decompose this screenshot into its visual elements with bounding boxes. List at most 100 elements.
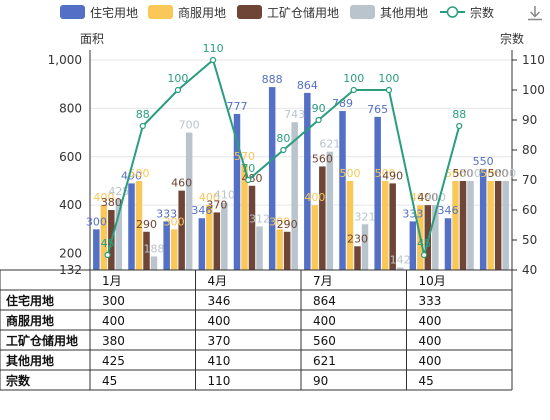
line-value-label: 90 <box>312 102 326 115</box>
bar[interactable] <box>432 205 439 270</box>
bar[interactable] <box>374 116 381 271</box>
bar[interactable] <box>494 180 502 270</box>
bar-value-label: 888 <box>262 73 283 86</box>
legend-swatch[interactable] <box>60 5 85 19</box>
bar[interactable] <box>248 185 256 270</box>
table-column-header: 1月 <box>102 274 122 288</box>
table-cell: 425 <box>102 354 125 368</box>
line-point[interactable] <box>209 56 217 64</box>
bar-value-label: 400 <box>199 191 220 204</box>
bar[interactable] <box>291 122 298 270</box>
bar-value-label: 321 <box>355 210 376 223</box>
y-right-tick-label: 40 <box>522 263 537 277</box>
bar-value-label: 460 <box>171 177 192 190</box>
table-cell: 560 <box>313 334 336 348</box>
bar-value-label: 500 <box>488 167 509 180</box>
line-point[interactable] <box>350 86 357 94</box>
legend-label: 宗数 <box>470 5 494 20</box>
bar[interactable] <box>170 229 178 270</box>
table-row-header: 其他用地 <box>6 353 54 368</box>
line-point[interactable] <box>280 146 287 154</box>
bar[interactable] <box>452 180 459 270</box>
line-point[interactable] <box>139 122 146 130</box>
bar[interactable] <box>233 113 241 270</box>
bar[interactable] <box>381 180 389 270</box>
bar[interactable] <box>185 132 193 270</box>
bar[interactable] <box>135 180 143 270</box>
bar[interactable] <box>409 221 417 270</box>
table-column-header: 10月 <box>419 274 446 288</box>
line-point[interactable] <box>174 86 182 94</box>
bar[interactable] <box>389 183 396 270</box>
line-value-label: 88 <box>136 108 150 121</box>
table-column-header: 4月 <box>208 274 228 288</box>
bar[interactable] <box>163 221 170 270</box>
bar[interactable] <box>276 229 283 270</box>
bar[interactable] <box>256 226 263 270</box>
bar[interactable] <box>304 92 311 270</box>
table-row-header: 商服用地 <box>6 313 54 328</box>
table-cell: 45 <box>419 374 434 388</box>
bar[interactable] <box>115 199 123 270</box>
bar[interactable] <box>467 180 474 270</box>
bar[interactable] <box>346 180 354 270</box>
bar[interactable] <box>206 205 213 270</box>
bar[interactable] <box>100 205 108 270</box>
table-cell: 400 <box>208 314 231 328</box>
legend-line-marker[interactable] <box>446 6 459 18</box>
line-point[interactable] <box>456 122 463 130</box>
y-left-axis-title: 面积 <box>80 32 104 46</box>
bar[interactable] <box>396 267 404 270</box>
bar-value-label: 290 <box>136 218 157 231</box>
table-cell: 400 <box>313 314 336 328</box>
bar[interactable] <box>268 87 276 270</box>
line-point[interactable] <box>385 86 393 94</box>
bar[interactable] <box>444 218 452 270</box>
bar-value-label: 333 <box>156 207 177 220</box>
table-column-header: 7月 <box>313 274 333 288</box>
table-cell: 346 <box>208 294 231 308</box>
bar-value-label: 570 <box>234 150 255 163</box>
line-point[interactable] <box>245 176 252 184</box>
legend-label: 其他用地 <box>380 6 428 20</box>
legend-swatch[interactable] <box>350 5 375 19</box>
table-cell: 400 <box>419 314 442 328</box>
bar[interactable] <box>479 168 487 270</box>
bar-value-label: 500 <box>445 167 466 180</box>
bar[interactable] <box>326 151 334 270</box>
bar-value-label: 765 <box>367 103 388 116</box>
bar[interactable] <box>93 229 100 270</box>
bar[interactable] <box>178 190 185 270</box>
bar[interactable] <box>213 212 221 270</box>
bar-value-label: 500 <box>453 167 474 180</box>
y-right-tick-label: 60 <box>522 203 537 217</box>
bar[interactable] <box>150 256 158 270</box>
line-point[interactable] <box>420 251 428 259</box>
line-point[interactable] <box>315 116 322 124</box>
download-icon[interactable] <box>526 4 544 22</box>
bar-value-label: 410 <box>214 189 235 202</box>
bar[interactable] <box>241 164 248 270</box>
bar[interactable] <box>487 180 494 270</box>
bar-value-label: 500 <box>375 167 396 180</box>
bar[interactable] <box>221 202 228 270</box>
bar[interactable] <box>354 246 361 270</box>
bar[interactable] <box>198 218 206 270</box>
bar[interactable] <box>502 180 509 270</box>
bar[interactable] <box>311 205 319 270</box>
line-point[interactable] <box>104 251 111 259</box>
bar-value-label: 230 <box>347 232 368 245</box>
bar[interactable] <box>361 224 369 270</box>
legend-swatch[interactable] <box>148 5 173 19</box>
bar[interactable] <box>143 231 150 270</box>
table-cell: 621 <box>313 354 336 368</box>
bar[interactable] <box>459 180 467 270</box>
legend-swatch[interactable] <box>237 5 262 19</box>
y-left-tick-label: 1,000 <box>48 53 82 67</box>
bar[interactable] <box>319 166 326 270</box>
bar[interactable] <box>128 183 135 270</box>
bar[interactable] <box>339 111 346 270</box>
bar-value-label: 864 <box>297 79 318 92</box>
bar[interactable] <box>283 231 291 270</box>
